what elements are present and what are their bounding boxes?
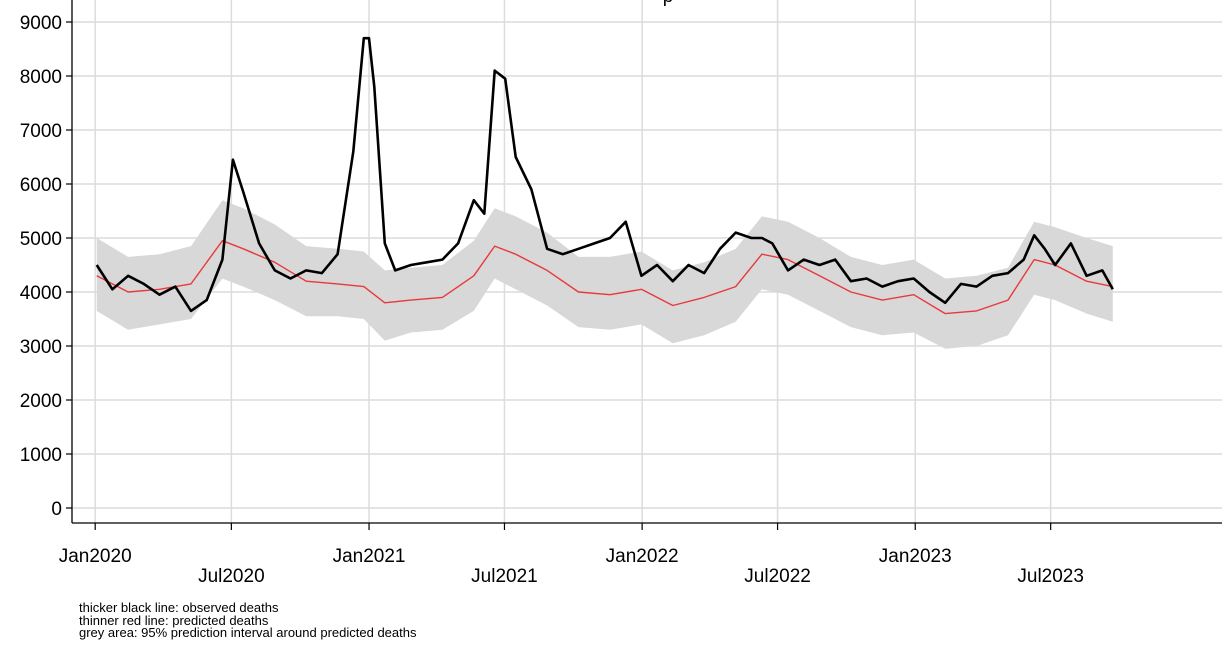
y-tick-label: 2000 [20, 391, 62, 412]
y-tick-label: 9000 [20, 13, 62, 34]
y-tick-label: 8000 [20, 67, 62, 88]
prediction-interval-layer [96, 200, 1113, 349]
x-tick-label: Jan2020 [59, 546, 132, 567]
y-tick-label: 3000 [20, 337, 62, 358]
x-tick-label: Jul2021 [471, 566, 538, 587]
deaths-chart: 0 1000 2000 3000 4000 5000 6000 7000 8000 9000 Jan… [20, 0, 1222, 587]
note-predicted: thinner red line: predicted deaths [79, 612, 269, 628]
y-tick-label: 1000 [20, 445, 62, 466]
y-tick-label: 0 [51, 499, 62, 520]
chart-title-fragment: p [663, 0, 674, 7]
x-tick-label: Jan2022 [606, 546, 679, 567]
observed-deaths-line [95, 36, 1114, 313]
axes: 0 1000 2000 3000 4000 5000 6000 7000 8000 9000 Jan… [20, 0, 1222, 587]
note-observed: thicker black line: observed deaths [79, 600, 279, 615]
chart-notes: thicker black line: observed deaths thin… [79, 600, 417, 640]
x-tick-label: Jan2023 [879, 546, 952, 567]
y-tick-label: 5000 [20, 229, 62, 250]
y-tick-label: 6000 [20, 175, 62, 196]
note-interval: grey area: 95% prediction interval aroun… [79, 625, 417, 640]
x-tick-label: Jul2023 [1017, 566, 1084, 587]
y-tick-label: 7000 [20, 121, 62, 142]
y-tick-label: 4000 [20, 283, 62, 304]
x-tick-label: Jan2021 [333, 546, 406, 567]
series-lines-layer [95, 36, 1114, 315]
x-tick-label: Jul2020 [198, 566, 265, 587]
x-tick-label: Jul2022 [744, 566, 811, 587]
prediction-interval-band [96, 200, 1113, 349]
